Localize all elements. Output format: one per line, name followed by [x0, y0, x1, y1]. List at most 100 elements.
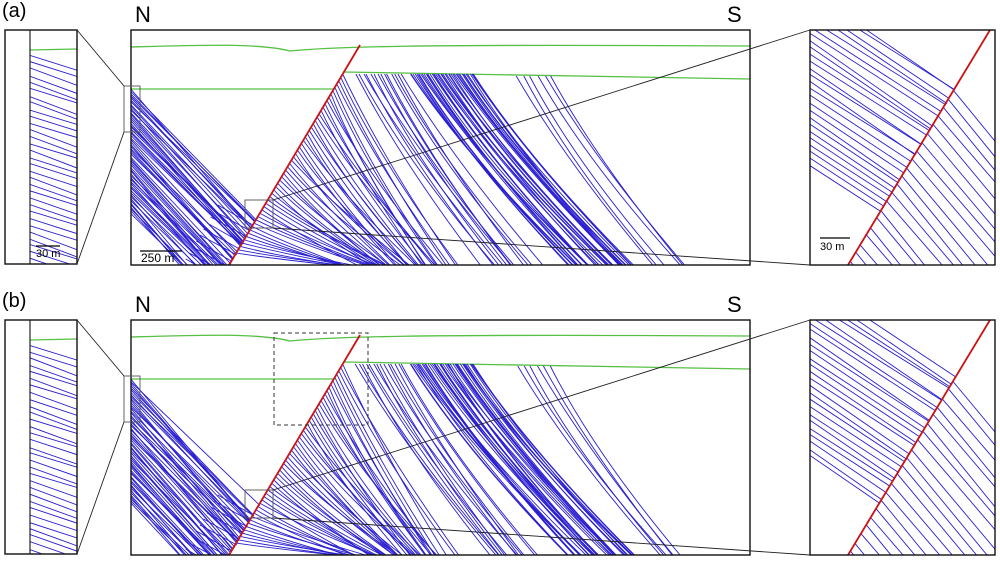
layer-line [131, 392, 255, 516]
connector-line [76, 319, 125, 377]
layer-line [189, 542, 213, 555]
layer-line [30, 231, 77, 251]
layer-line [248, 522, 358, 555]
layer-line [398, 363, 536, 555]
layer-line [359, 363, 500, 555]
layer-line [30, 61, 77, 77]
panel-b: (b) N S [2, 290, 996, 556]
connector-line [272, 227, 811, 266]
layer-line [30, 377, 77, 397]
layer-line [30, 109, 77, 125]
layer-line [837, 30, 948, 104]
main-scale-label: 250 m [141, 251, 174, 265]
layer-line [810, 337, 931, 422]
inset-horizon [30, 48, 77, 51]
layer-line [293, 447, 399, 555]
layer-line [192, 536, 227, 555]
layer-line [256, 509, 357, 555]
connector-line [76, 131, 125, 265]
layer-line [131, 104, 251, 232]
layer-line [849, 261, 854, 265]
layer-line [321, 111, 425, 265]
north-label: N [135, 2, 151, 27]
layer-line [410, 363, 569, 555]
layer-line [846, 30, 950, 99]
layer-line [131, 153, 236, 256]
layer-line [196, 240, 232, 262]
layer-line [185, 258, 198, 265]
layer-line [317, 407, 422, 555]
layer-line [244, 239, 355, 265]
layer-line [810, 440, 887, 493]
layer-line [419, 363, 587, 555]
layer-line [256, 219, 369, 265]
layer-line [30, 87, 77, 104]
layer-line [860, 533, 880, 555]
layer-line [810, 109, 905, 174]
layer-line [825, 30, 947, 106]
layer-line [272, 483, 370, 555]
main-section: 250 m [123, 29, 751, 266]
layer-line [295, 153, 391, 265]
layer-line [305, 427, 421, 555]
layer-line [810, 53, 931, 132]
layer-line [321, 401, 432, 555]
layer-line [242, 242, 346, 265]
right-inset: 30 m [809, 29, 996, 266]
layer-line [301, 144, 397, 265]
layer-line [810, 40, 934, 127]
dashed-detail-box [273, 332, 369, 426]
layer-line [465, 73, 630, 265]
layer-line [30, 528, 77, 547]
layer-line [210, 506, 248, 528]
layer-line [131, 432, 236, 548]
layer-line [336, 374, 440, 555]
layer-line [332, 91, 437, 265]
layer-line [901, 175, 976, 265]
layer-line [838, 320, 950, 389]
layer-line [277, 473, 387, 555]
left-inset-frame [4, 319, 78, 555]
layer-line [260, 503, 375, 555]
fault-line [847, 320, 991, 555]
layer-line [270, 486, 383, 555]
layer-line [30, 279, 77, 295]
layer-line [30, 238, 77, 258]
layer-line [376, 363, 503, 555]
layer-line [886, 200, 943, 265]
layer-line [856, 320, 953, 386]
layer-line [30, 115, 77, 132]
layer-line [319, 404, 438, 555]
layer-line [927, 423, 995, 508]
layer-line [810, 60, 928, 136]
layer-line [810, 358, 924, 434]
layer-line [303, 140, 416, 265]
layer-line [810, 323, 939, 409]
layer-line [30, 438, 77, 456]
layer-line [865, 234, 893, 265]
layer-line [810, 74, 922, 145]
layer-line [131, 425, 244, 534]
layer-line [30, 163, 77, 180]
layer-line [442, 363, 611, 555]
layer-line [455, 363, 615, 555]
left-inset-frame [4, 29, 78, 265]
layer-line [30, 204, 77, 222]
layer-line [30, 157, 77, 174]
layer-line [452, 73, 613, 265]
layer-line [854, 543, 866, 555]
left-inset [4, 319, 78, 555]
layer-line [272, 193, 376, 265]
layer-line [865, 524, 892, 555]
layer-line [859, 244, 879, 265]
layer-line [30, 406, 77, 425]
layer-line [911, 449, 995, 550]
connector-line [272, 29, 811, 201]
layer-line [131, 101, 256, 223]
layer-line [948, 388, 995, 446]
layer-line [952, 381, 995, 433]
layer-line [424, 363, 576, 555]
layer-line [400, 363, 538, 555]
layer-line [217, 204, 254, 226]
